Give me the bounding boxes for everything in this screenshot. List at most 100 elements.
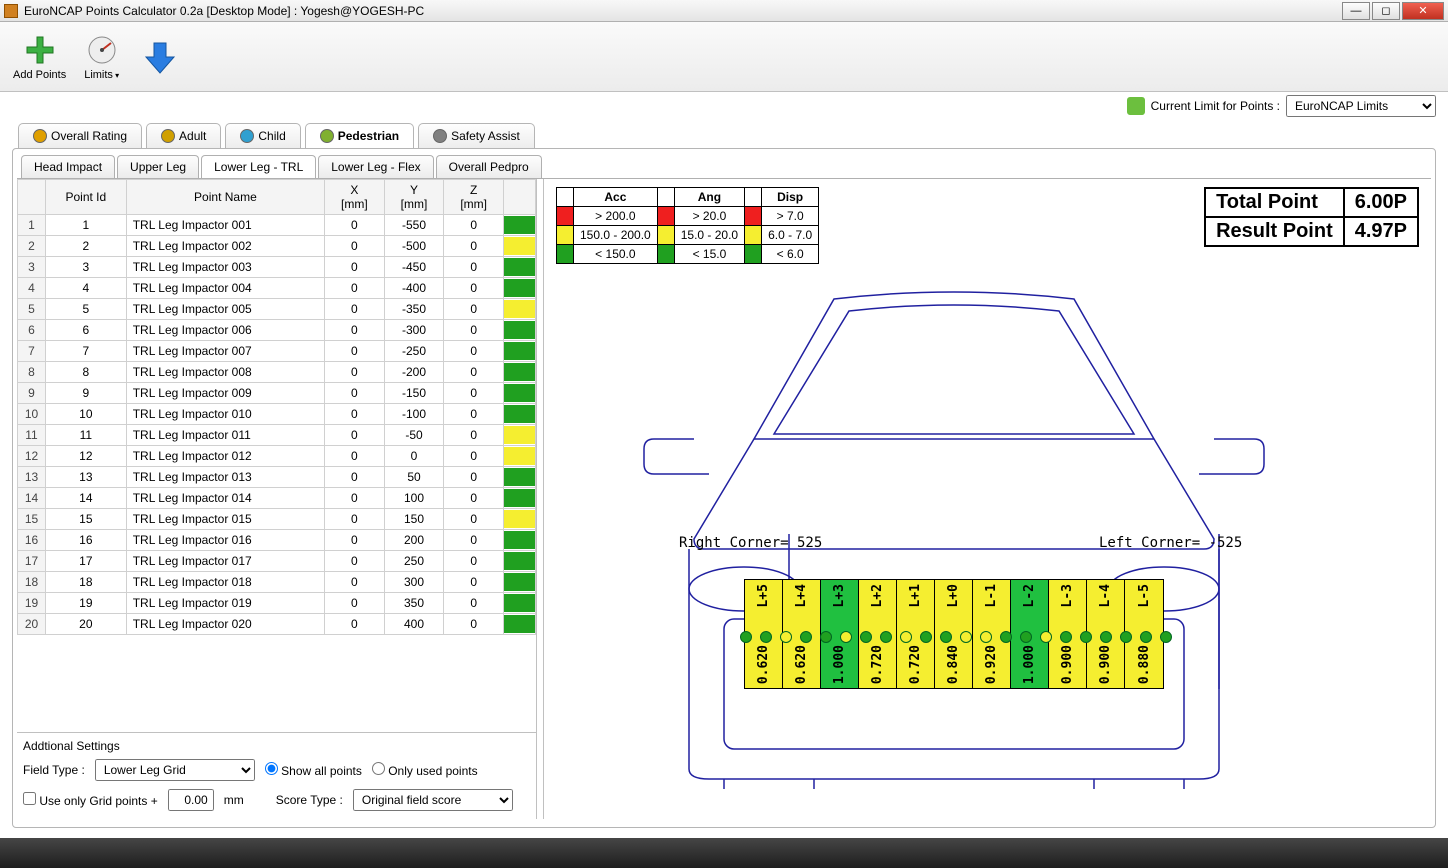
subtab-lower-leg-trl[interactable]: Lower Leg - TRL xyxy=(201,155,316,178)
impact-dots xyxy=(740,631,1172,643)
table-row[interactable]: 1111TRL Leg Impactor 0110-500 xyxy=(18,425,536,446)
table-row[interactable]: 44TRL Leg Impactor 0040-4000 xyxy=(18,278,536,299)
table-row[interactable]: 1717TRL Leg Impactor 01702500 xyxy=(18,551,536,572)
impact-dot xyxy=(1080,631,1092,643)
subtab-upper-leg[interactable]: Upper Leg xyxy=(117,155,199,178)
table-row[interactable]: 99TRL Leg Impactor 0090-1500 xyxy=(18,383,536,404)
limits-button[interactable]: Limits ▾ xyxy=(75,24,128,89)
left-corner-label: Left Corner= -525 xyxy=(1099,535,1242,551)
limits-label: Limits ▾ xyxy=(84,69,119,81)
tab-icon xyxy=(433,129,447,143)
show-all-radio[interactable]: Show all points xyxy=(265,762,362,778)
impact-dot xyxy=(800,631,812,643)
impact-dot xyxy=(940,631,952,643)
impact-dot xyxy=(1020,631,1032,643)
results-box: Total Point6.00P Result Point4.97P xyxy=(1204,187,1419,247)
impact-dot xyxy=(840,631,852,643)
impact-dot xyxy=(1000,631,1012,643)
table-row[interactable]: 1313TRL Leg Impactor 0130500 xyxy=(18,467,536,488)
subtab-head-impact[interactable]: Head Impact xyxy=(21,155,115,178)
subtab-lower-leg-flex[interactable]: Lower Leg - Flex xyxy=(318,155,433,178)
impact-dot xyxy=(780,631,792,643)
title-bar: EuroNCAP Points Calculator 0.2a [Desktop… xyxy=(0,0,1448,22)
tab-child[interactable]: Child xyxy=(225,123,300,148)
close-button[interactable]: ✕ xyxy=(1402,2,1444,20)
limit-select[interactable]: EuroNCAP Limits xyxy=(1286,95,1436,117)
impact-dot xyxy=(1060,631,1072,643)
impact-dot xyxy=(980,631,992,643)
use-grid-checkbox[interactable]: Use only Grid points + xyxy=(23,792,158,808)
only-used-radio[interactable]: Only used points xyxy=(372,762,478,778)
limit-label: Current Limit for Points : xyxy=(1151,99,1280,113)
points-table-wrap[interactable]: Point IdPoint NameX[mm]Y[mm]Z[mm] 11TRL … xyxy=(17,179,536,732)
table-row[interactable]: 1818TRL Leg Impactor 01803000 xyxy=(18,572,536,593)
table-row[interactable]: 22TRL Leg Impactor 0020-5000 xyxy=(18,236,536,257)
right-pane: AccAngDisp> 200.0> 20.0> 7.0150.0 - 200.… xyxy=(543,179,1431,819)
col-header: Y[mm] xyxy=(384,180,444,215)
table-row[interactable]: 1212TRL Leg Impactor 012000 xyxy=(18,446,536,467)
impact-dot xyxy=(860,631,872,643)
field-type-label: Field Type : xyxy=(23,763,85,777)
tab-adult[interactable]: Adult xyxy=(146,123,221,148)
field-type-select[interactable]: Lower Leg Grid xyxy=(95,759,255,781)
table-row[interactable]: 55TRL Leg Impactor 0050-3500 xyxy=(18,299,536,320)
tab-pedestrian[interactable]: Pedestrian xyxy=(305,123,414,148)
right-corner-label: Right Corner= 525 xyxy=(679,535,822,551)
subtab-overall-pedpro[interactable]: Overall Pedpro xyxy=(436,155,542,178)
impact-dot xyxy=(900,631,912,643)
gauge-icon xyxy=(85,33,119,67)
additional-settings-heading: Addtional Settings xyxy=(23,737,530,755)
left-pane: Point IdPoint NameX[mm]Y[mm]Z[mm] 11TRL … xyxy=(17,179,537,819)
table-row[interactable]: 66TRL Leg Impactor 0060-3000 xyxy=(18,320,536,341)
limit-row: Current Limit for Points : EuroNCAP Limi… xyxy=(0,92,1448,120)
total-label: Total Point xyxy=(1205,188,1344,217)
maximize-button[interactable]: ◻ xyxy=(1372,2,1400,20)
table-row[interactable]: 1919TRL Leg Impactor 01903500 xyxy=(18,593,536,614)
impact-dot xyxy=(1120,631,1132,643)
table-row[interactable]: 77TRL Leg Impactor 0070-2500 xyxy=(18,341,536,362)
impact-dot xyxy=(760,631,772,643)
plus-icon xyxy=(23,33,57,67)
window-title: EuroNCAP Points Calculator 0.2a [Desktop… xyxy=(24,4,424,18)
grid-unit: mm xyxy=(224,793,244,807)
table-row[interactable]: 88TRL Leg Impactor 0080-2000 xyxy=(18,362,536,383)
table-row[interactable]: 1616TRL Leg Impactor 01602000 xyxy=(18,530,536,551)
impact-dot xyxy=(960,631,972,643)
total-value: 6.00P xyxy=(1344,188,1418,217)
add-points-button[interactable]: Add Points xyxy=(4,24,75,89)
impact-dot xyxy=(880,631,892,643)
impact-dot xyxy=(1040,631,1052,643)
sub-tabs: Head ImpactUpper LegLower Leg - TRLLower… xyxy=(17,153,1431,178)
table-row[interactable]: 1515TRL Leg Impactor 01501500 xyxy=(18,509,536,530)
col-header: X[mm] xyxy=(325,180,385,215)
tab-icon xyxy=(33,129,47,143)
main-panel: Head ImpactUpper LegLower Leg - TRLLower… xyxy=(12,148,1436,828)
impact-dot xyxy=(820,631,832,643)
table-row[interactable]: 33TRL Leg Impactor 0030-4500 xyxy=(18,257,536,278)
down-arrow-icon xyxy=(128,24,192,89)
tab-overall-rating[interactable]: Overall Rating xyxy=(18,123,142,148)
main-tabs: Overall RatingAdultChildPedestrianSafety… xyxy=(0,120,1448,148)
limit-icon xyxy=(1127,97,1145,115)
table-row[interactable]: 1010TRL Leg Impactor 0100-1000 xyxy=(18,404,536,425)
impact-dot xyxy=(1100,631,1112,643)
grid-value-input[interactable] xyxy=(168,789,214,811)
table-row[interactable]: 1414TRL Leg Impactor 01401000 xyxy=(18,488,536,509)
impact-dot xyxy=(1140,631,1152,643)
table-row[interactable]: 2020TRL Leg Impactor 02004000 xyxy=(18,614,536,635)
score-type-label: Score Type : xyxy=(276,793,343,807)
impact-dot xyxy=(740,631,752,643)
minimize-button[interactable]: — xyxy=(1342,2,1370,20)
score-type-select[interactable]: Original field score xyxy=(353,789,513,811)
taskbar xyxy=(0,838,1448,868)
col-header: Point Id xyxy=(46,180,127,215)
tab-icon xyxy=(320,129,334,143)
result-label: Result Point xyxy=(1205,217,1344,246)
tab-safety-assist[interactable]: Safety Assist xyxy=(418,123,535,148)
col-header: Z[mm] xyxy=(444,180,504,215)
table-row[interactable]: 11TRL Leg Impactor 0010-5500 xyxy=(18,215,536,236)
app-icon xyxy=(4,4,18,18)
tab-icon xyxy=(161,129,175,143)
add-points-label: Add Points xyxy=(13,69,66,81)
impact-dot xyxy=(920,631,932,643)
